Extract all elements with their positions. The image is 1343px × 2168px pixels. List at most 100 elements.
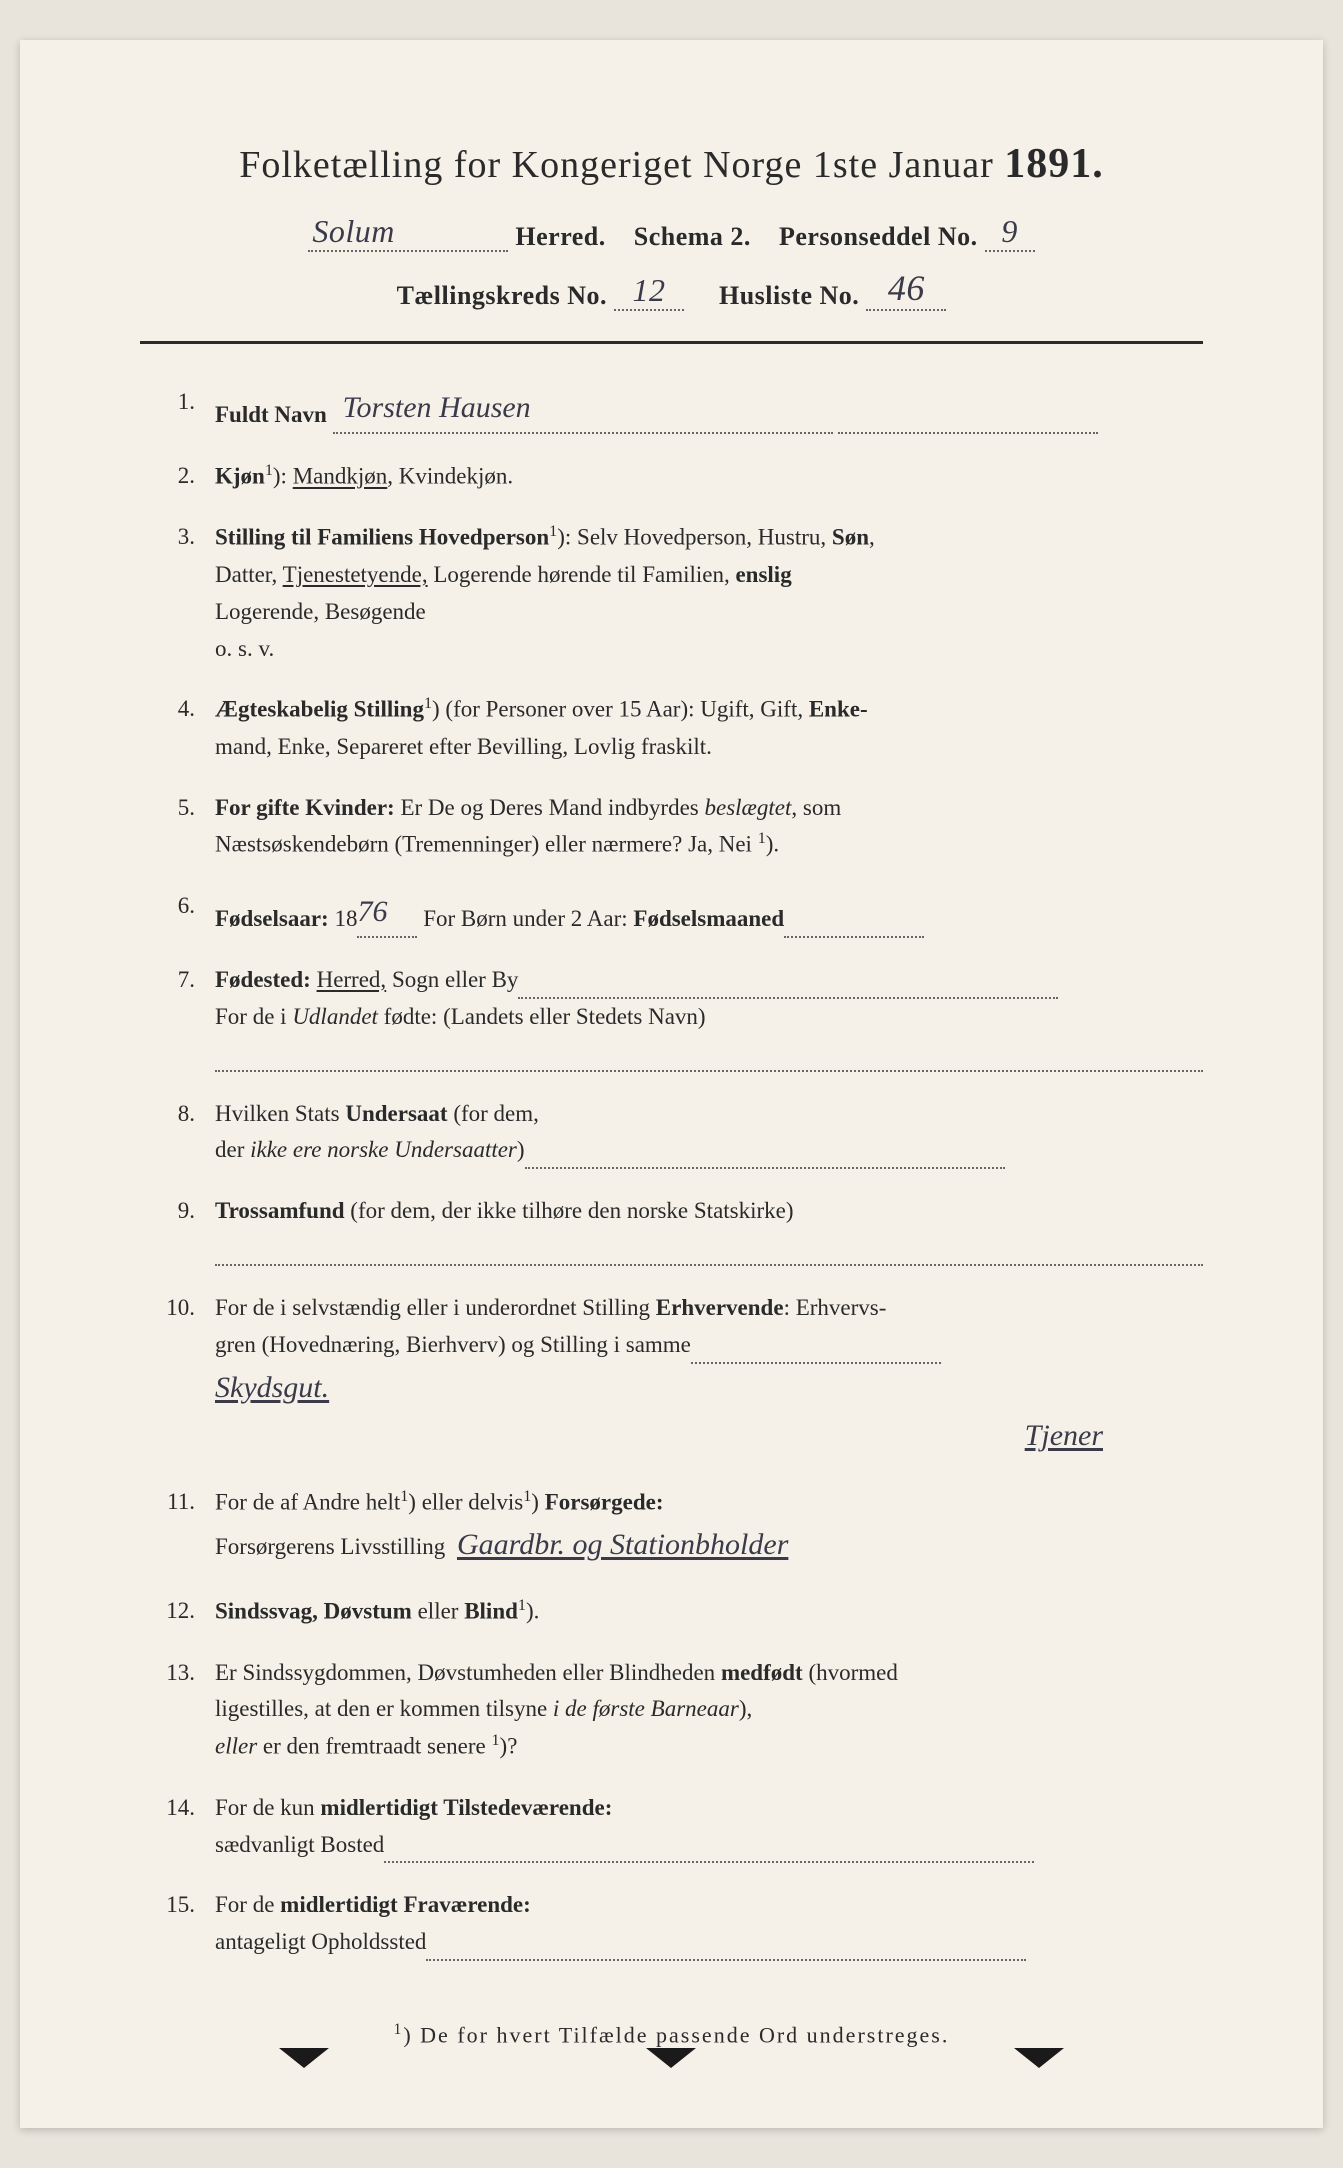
item-label: Stilling til Familiens Hovedperson bbox=[215, 525, 549, 550]
form-title: Folketælling for Kongeriget Norge 1ste J… bbox=[140, 140, 1203, 188]
dotted-fill bbox=[525, 1167, 1005, 1169]
text: Logerende hørende til Familien, bbox=[428, 562, 736, 587]
text: Logerende, Besøgende bbox=[215, 599, 426, 624]
item-11: 11. For de af Andre helt1) eller delvis1… bbox=[160, 1484, 1203, 1569]
dotted-fill bbox=[426, 1959, 1026, 1961]
item-content: For de midlertidigt Fraværende: antageli… bbox=[215, 1887, 1203, 1961]
text: sædvanligt Bosted bbox=[215, 1832, 384, 1857]
text: For de i bbox=[215, 1004, 292, 1029]
gender-male: Mandkjøn bbox=[293, 464, 388, 489]
comma: , bbox=[387, 464, 399, 489]
text: Næstsøskendebørn (Tremenninger) eller næ… bbox=[215, 832, 758, 857]
text: antageligt Opholdssted bbox=[215, 1929, 426, 1954]
provider-occupation: Gaardbr. og Stationbholder bbox=[451, 1528, 788, 1561]
item-7: 7. Fødested: Herred, Sogn eller By For d… bbox=[160, 962, 1203, 1072]
text: mand, Enke, Separeret efter Bevilling, L… bbox=[215, 734, 712, 759]
text: , bbox=[869, 525, 875, 550]
dotted-fill bbox=[518, 997, 1058, 999]
text: ). bbox=[766, 832, 779, 857]
herred-underlined: Herred, bbox=[317, 967, 387, 992]
text: ) (for Personer over 15 Aar): Ugift, Gif… bbox=[432, 697, 809, 722]
text: (for dem, bbox=[448, 1101, 539, 1126]
item-label: Fødested: bbox=[215, 967, 311, 992]
abroad-italic: Udlandet bbox=[292, 1004, 378, 1029]
item-number: 1. bbox=[160, 384, 215, 434]
title-text: Folketælling for Kongeriget Norge 1ste J… bbox=[239, 144, 994, 186]
dotted-fill-line bbox=[215, 1234, 1203, 1266]
colon: ): bbox=[273, 464, 287, 489]
husliste-no: 46 bbox=[866, 267, 946, 311]
item-label: Ægteskabelig Stilling bbox=[215, 697, 424, 722]
or-italic: eller bbox=[215, 1734, 257, 1759]
footnote-ref: 1 bbox=[758, 830, 766, 847]
text: ) eller delvis bbox=[408, 1489, 523, 1514]
item-content: Fuldt Navn Torsten Hausen bbox=[215, 384, 1203, 434]
footnote-ref: 1 bbox=[424, 695, 432, 712]
item-number: 6. bbox=[160, 888, 215, 938]
text: eller bbox=[412, 1599, 464, 1624]
item-label: Fødselsaar: bbox=[215, 906, 329, 931]
item-number: 9. bbox=[160, 1193, 215, 1266]
form-items: 1. Fuldt Navn Torsten Hausen 2. Kjøn1): … bbox=[140, 384, 1203, 1961]
birthmonth-label: Fødselsmaaned bbox=[633, 906, 784, 931]
item-number: 11. bbox=[160, 1484, 215, 1569]
herred-value: Solum bbox=[308, 213, 508, 252]
text: Er De og Deres Mand indbyrdes bbox=[395, 795, 705, 820]
text: : Erhvervs- bbox=[784, 1295, 887, 1320]
header-divider bbox=[140, 341, 1203, 344]
supported-bold: Forsørgede: bbox=[545, 1489, 664, 1514]
text: ) bbox=[531, 1489, 544, 1514]
item-number: 3. bbox=[160, 519, 215, 667]
item-3: 3. Stilling til Familiens Hovedperson1):… bbox=[160, 519, 1203, 667]
item-content: Stilling til Familiens Hovedperson1): Se… bbox=[215, 519, 1203, 667]
item-9: 9. Trossamfund (for dem, der ikke tilhør… bbox=[160, 1193, 1203, 1266]
item-content: For de i selvstændig eller i underordnet… bbox=[215, 1290, 1203, 1460]
single-bold: enslig bbox=[735, 562, 791, 587]
text: For Børn under 2 Aar: bbox=[417, 906, 633, 931]
taellingskreds-no: 12 bbox=[614, 272, 684, 311]
item-label: For gifte Kvinder: bbox=[215, 795, 395, 820]
colon: ): bbox=[557, 525, 571, 550]
footnote-ref: 1 bbox=[549, 523, 557, 540]
subtitle-row-2: Tællingskreds No. 12 Husliste No. 46 bbox=[140, 267, 1203, 311]
binding-mark-icon bbox=[1014, 2048, 1064, 2078]
personseddel-no: 9 bbox=[985, 213, 1035, 252]
item-number: 12. bbox=[160, 1593, 215, 1630]
text: ) bbox=[517, 1137, 525, 1162]
dotted-fill bbox=[384, 1861, 1034, 1863]
dotted-fill bbox=[691, 1362, 941, 1364]
item-number: 14. bbox=[160, 1790, 215, 1864]
footnote-text: ) De for hvert Tilfælde passende Ord und… bbox=[403, 2022, 949, 2047]
dotted-fill bbox=[838, 432, 1098, 434]
text: Selv Hovedperson, Hustru, bbox=[571, 525, 832, 550]
gender-female: Kvindekjøn. bbox=[399, 464, 513, 489]
item-8: 8. Hvilken Stats Undersaat (for dem, der… bbox=[160, 1096, 1203, 1170]
text: er den fremtraadt senere bbox=[257, 1734, 491, 1759]
item-content: Trossamfund (for dem, der ikke tilhøre d… bbox=[215, 1193, 1203, 1266]
text: Forsørgerens Livsstilling bbox=[215, 1534, 445, 1559]
item-content: Kjøn1): Mandkjøn, Kvindekjøn. bbox=[215, 458, 1203, 495]
text: )? bbox=[500, 1734, 518, 1759]
binding-marks bbox=[20, 2048, 1323, 2078]
congenital-bold: medfødt bbox=[721, 1660, 803, 1685]
childhood-italic: i de første Barneaar bbox=[553, 1696, 739, 1721]
item-content: Fødselsaar: 1876 For Børn under 2 Aar: F… bbox=[215, 888, 1203, 938]
secondary-occupation-wrap: Tjener bbox=[215, 1412, 1203, 1460]
text: Sogn eller By bbox=[386, 967, 518, 992]
title-year: 1891. bbox=[1004, 141, 1104, 187]
text: For de i selvstændig eller i underordnet… bbox=[215, 1295, 656, 1320]
fullname-value: Torsten Hausen bbox=[333, 384, 833, 434]
census-form-page: Folketælling for Kongeriget Norge 1ste J… bbox=[20, 40, 1323, 2128]
text: o. s. v. bbox=[215, 636, 274, 661]
item-content: For de af Andre helt1) eller delvis1) Fo… bbox=[215, 1484, 1203, 1569]
related-italic: beslægtet bbox=[704, 795, 791, 820]
item-content: For de kun midlertidigt Tilstedeværende:… bbox=[215, 1790, 1203, 1864]
text: ). bbox=[526, 1599, 539, 1624]
footnote: 1) De for hvert Tilfælde passende Ord un… bbox=[140, 2021, 1203, 2048]
item-10: 10. For de i selvstændig eller i underor… bbox=[160, 1290, 1203, 1460]
subtitle-row-1: Solum Herred. Schema 2. Personseddel No.… bbox=[140, 213, 1203, 252]
text: gren (Hovednæring, Bierhverv) og Stillin… bbox=[215, 1332, 691, 1357]
not-norwegian-italic: ikke ere norske Undersaatter bbox=[250, 1137, 517, 1162]
text: For de af Andre helt bbox=[215, 1489, 400, 1514]
subject-bold: Undersaat bbox=[345, 1101, 447, 1126]
